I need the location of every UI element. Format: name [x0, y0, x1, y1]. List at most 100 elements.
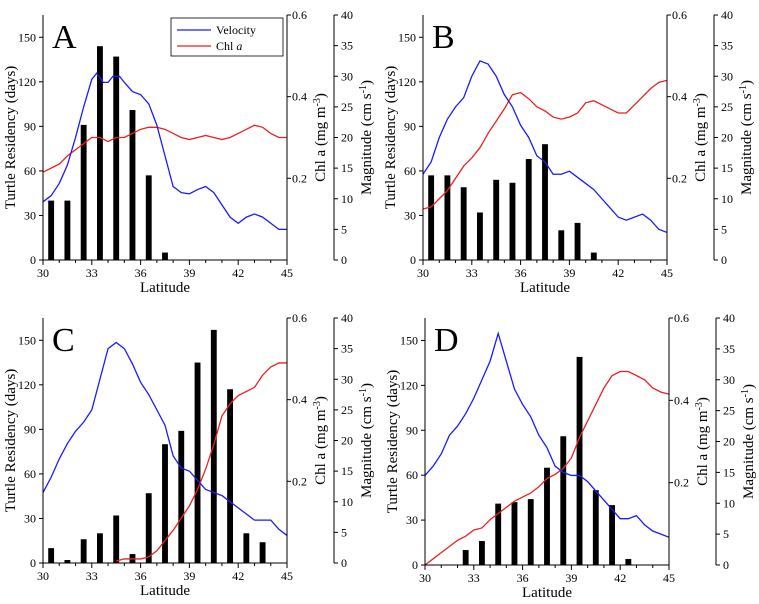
- residency-bar: [590, 252, 597, 260]
- y-left-tick-label: 150: [400, 333, 418, 347]
- residency-bar: [48, 548, 55, 563]
- y-left-tick-label: 150: [398, 30, 416, 44]
- chl-title-sup: -3: [312, 401, 323, 409]
- velocity-line: [424, 331, 670, 538]
- panel-b: 30 33 36 39 42 4503060901201500.20.40.6051015…: [383, 8, 755, 296]
- x-tick-label: 42: [614, 571, 626, 585]
- chl-tick-label: 0.4: [672, 90, 687, 104]
- legend-chl-text: Chl: [216, 39, 236, 53]
- residency-bar: [227, 389, 233, 563]
- magnitude-tick-label: 35: [723, 342, 735, 356]
- residency-bar: [462, 550, 469, 565]
- magnitude-tick-label: 0: [341, 556, 347, 570]
- magnitude-tick-label: 10: [341, 495, 353, 509]
- chl-title-end: ): [313, 396, 329, 401]
- magnitude-tick-label: 30: [341, 372, 353, 386]
- x-tick-label: 33: [468, 571, 480, 585]
- x-tick-label: 30: [37, 266, 49, 280]
- x-tick-label: 39: [183, 569, 195, 583]
- magnitude-tick-label: 10: [723, 496, 735, 510]
- chl-tick-label: 0.4: [292, 393, 307, 407]
- magnitude-axis-title: Magnitude (cm s-1): [738, 80, 755, 195]
- residency-bar: [162, 444, 168, 563]
- magnitude-title-end: ): [741, 384, 757, 389]
- residency-bar: [243, 533, 250, 563]
- y-left-tick-label: 90: [404, 119, 416, 133]
- x-tick-label: 45: [281, 569, 293, 583]
- residency-bar: [477, 212, 483, 260]
- y-left-tick-label: 120: [398, 75, 416, 89]
- residency-bar: [511, 502, 518, 565]
- x-tick-label: 36: [517, 571, 529, 585]
- chl-title-sup: -3: [312, 98, 323, 106]
- legend-chl-label: Chl a: [216, 39, 242, 53]
- y-left-tick-label: 0: [30, 253, 36, 267]
- magnitude-title-end: ): [359, 80, 375, 85]
- x-tick-label: 33: [466, 266, 478, 280]
- magnitude-title-text: Magnitude (cm s: [359, 396, 375, 498]
- residency-bar: [592, 490, 599, 565]
- residency-bar: [145, 175, 152, 260]
- chl-line: [424, 370, 670, 566]
- residency-bar: [97, 533, 103, 563]
- y-left-title: Turtle Residency (days): [383, 66, 399, 210]
- magnitude-axis-title: Magnitude (cm s-1): [740, 384, 757, 499]
- magnitude-tick-label: 25: [341, 100, 353, 114]
- residency-bar: [493, 179, 500, 260]
- magnitude-tick-label: 10: [341, 192, 353, 206]
- chl-title-text: Chl a (mg m: [313, 409, 329, 485]
- magnitude-tick-label: 40: [723, 311, 735, 325]
- magnitude-tick-label: 15: [341, 464, 353, 478]
- magnitude-tick-label: 25: [723, 404, 735, 418]
- x-axis-title: Latitude: [140, 583, 190, 599]
- magnitude-axis-title: Magnitude (cm s-1): [358, 383, 375, 498]
- chl-line: [42, 124, 287, 173]
- magnitude-tick-label: 5: [723, 527, 729, 541]
- magnitude-tick-label: 20: [341, 434, 353, 448]
- x-tick-label: 45: [661, 266, 673, 280]
- y-left-tick-label: 30: [406, 513, 418, 527]
- chl-tick-label: 0.2: [292, 474, 307, 488]
- y-left-tick-label: 30: [24, 511, 36, 525]
- residency-bar: [509, 182, 516, 260]
- residency-bar: [178, 430, 185, 563]
- magnitude-tick-label: 40: [341, 8, 353, 22]
- residency-bar: [80, 124, 87, 260]
- chl-tick-label: 0.4: [292, 90, 307, 104]
- magnitude-tick-label: 5: [341, 525, 347, 539]
- residency-bar: [609, 505, 615, 565]
- residency-bar: [64, 560, 71, 563]
- y-left-title: Turtle Residency (days): [3, 369, 19, 513]
- velocity-line: [42, 341, 288, 536]
- residency-bar: [544, 467, 550, 565]
- x-tick-label: 39: [563, 266, 575, 280]
- residency-bar: [558, 230, 565, 260]
- chl-line: [116, 362, 287, 562]
- x-axis-title: Latitude: [140, 280, 190, 296]
- magnitude-tick-label: 30: [723, 373, 735, 387]
- magnitude-tick-label: 0: [341, 253, 347, 267]
- residency-bar: [97, 46, 103, 261]
- velocity-line: [42, 72, 287, 231]
- magnitude-tick-label: 30: [341, 69, 353, 83]
- panel-letter: B: [432, 19, 455, 56]
- magnitude-tick-label: 25: [341, 403, 353, 417]
- magnitude-tick-label: 35: [721, 39, 733, 53]
- x-tick-label: 45: [663, 571, 675, 585]
- x-axis-title: Latitude: [522, 585, 572, 601]
- residency-bar: [259, 542, 266, 563]
- y-left-tick-label: 60: [24, 164, 36, 178]
- magnitude-title-text: Magnitude (cm s: [741, 397, 757, 499]
- y-left-tick-label: 90: [406, 423, 418, 437]
- panel-letter: C: [52, 322, 75, 359]
- magnitude-title-sup: -1: [358, 85, 369, 93]
- panel-letter: D: [434, 322, 459, 359]
- x-tick-label: 33: [86, 266, 98, 280]
- magnitude-tick-label: 0: [721, 253, 727, 267]
- chl-axis-title: Chl a (mg m-3): [692, 93, 709, 182]
- chl-tick-label: 0.6: [292, 8, 307, 22]
- chl-title-sup: -3: [694, 402, 705, 410]
- magnitude-tick-label: 40: [341, 311, 353, 325]
- y-left-tick-label: 0: [410, 253, 416, 267]
